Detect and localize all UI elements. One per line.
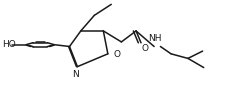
Text: N: N [72,70,79,79]
Text: HO: HO [2,40,16,49]
Text: O: O [114,50,121,59]
Text: O: O [142,44,149,53]
Text: NH: NH [148,34,161,43]
